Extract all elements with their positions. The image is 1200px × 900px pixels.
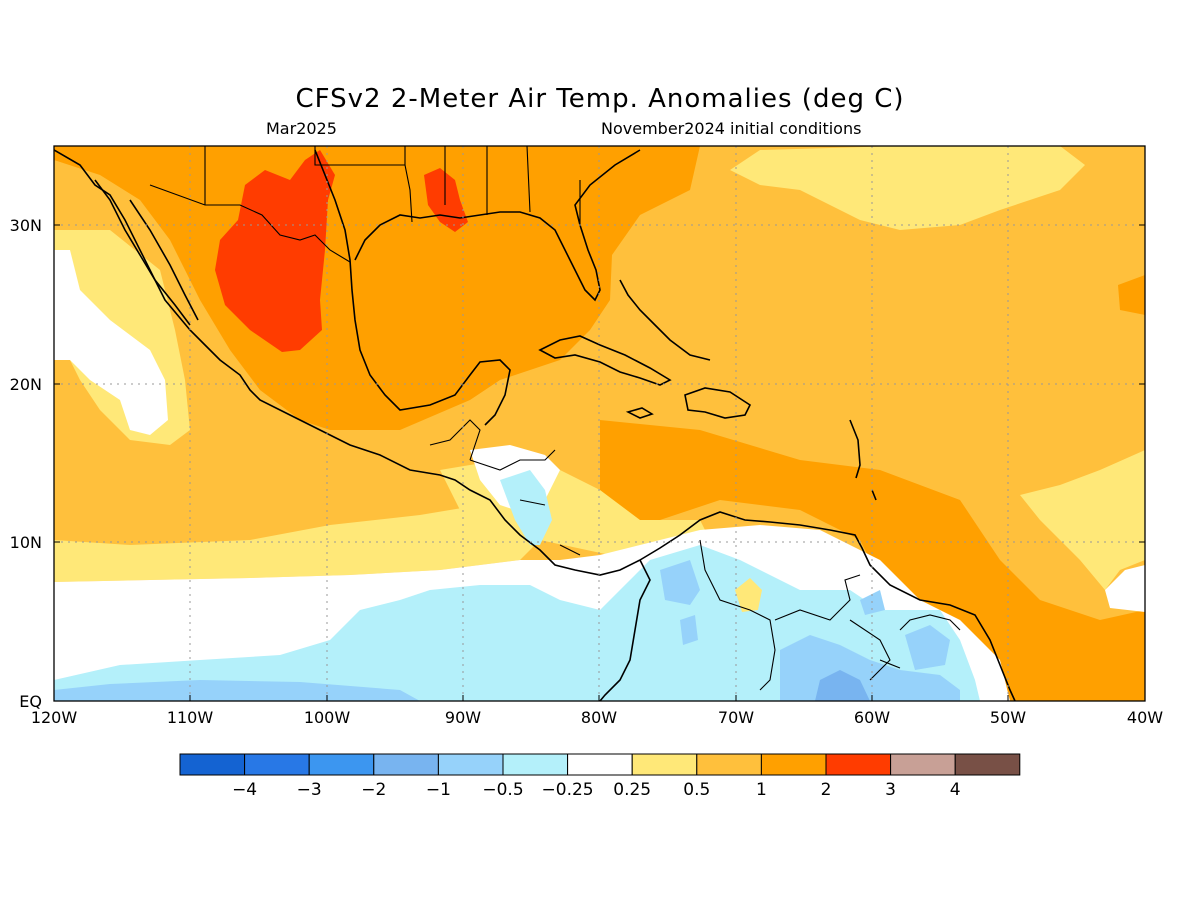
anomaly-region-cooler	[905, 625, 950, 670]
colorbar-label: −0.25	[542, 780, 594, 800]
colorbar-label: −1	[426, 780, 451, 800]
coastline-jamaica	[625, 407, 654, 419]
latitude-labels: 30N 20N 10N EQ	[10, 216, 42, 711]
anomaly-region-mild	[735, 578, 762, 612]
colorbar-swatch	[437, 753, 504, 776]
longitude-labels: 120W 110W 100W 90W 80W 70W 60W 50W 40W	[31, 708, 1163, 727]
anomaly-field	[54, 146, 1145, 701]
lon-label: 90W	[445, 708, 481, 727]
coastline-baja	[94, 179, 199, 326]
anomaly-region-mild	[1020, 450, 1145, 590]
colorbar-label: −2	[361, 780, 386, 800]
coastline-north-america	[54, 149, 641, 576]
anomaly-region-mild	[730, 146, 1085, 230]
lon-label: 60W	[854, 708, 890, 727]
lat-label: EQ	[19, 692, 42, 711]
coastlines	[54, 149, 1016, 701]
lat-label: 30N	[10, 216, 42, 235]
colorbar-label: 4	[950, 780, 961, 800]
lon-label: 80W	[581, 708, 617, 727]
colorbar-label: −4	[232, 780, 257, 800]
anomaly-region-warm	[1118, 275, 1145, 315]
colorbar-swatch	[954, 753, 1021, 776]
border-us-mexico	[149, 184, 351, 263]
colorbar-swatch	[373, 753, 439, 776]
graticule	[54, 146, 1145, 701]
anomaly-region-cool	[500, 470, 552, 545]
colorbar-swatch	[631, 753, 698, 776]
anomaly-region-hot	[424, 168, 468, 232]
anomaly-region-neutral	[54, 250, 168, 435]
colorbar-swatch	[502, 753, 569, 776]
anomaly-region-cooler	[54, 680, 420, 701]
colorbar-label: −3	[297, 780, 322, 800]
coastline-gulf	[314, 149, 641, 426]
border-central-america	[429, 419, 581, 556]
colorbar-swatch	[825, 753, 892, 776]
colorbar-swatch	[244, 753, 310, 776]
anomaly-region-mild	[54, 505, 540, 582]
colorbar-label: 0.25	[613, 780, 651, 800]
lon-label: 120W	[31, 708, 78, 727]
colorbar-label: 1	[756, 780, 767, 800]
coastline-south-america	[599, 511, 1016, 701]
political-borders	[149, 146, 961, 691]
border-us-states	[204, 146, 581, 225]
coastline-cuba	[538, 335, 672, 386]
axis-ticks	[54, 224, 1145, 701]
colorbar-label: −0.5	[482, 780, 523, 800]
border-south-america	[699, 539, 961, 691]
colorbar-swatch	[696, 753, 762, 776]
initial-conditions-label: November2024 initial conditions	[601, 119, 862, 138]
anomaly-region-neutral	[1105, 565, 1145, 612]
colorbar-label: 3	[885, 780, 896, 800]
anomaly-region-hot	[215, 150, 335, 352]
coastline-bahamas	[619, 279, 711, 361]
colorbar-swatch	[890, 753, 956, 776]
coastline-hispaniola	[684, 387, 752, 419]
anomaly-region-cooler	[680, 615, 698, 645]
coastline-lesser-antilles	[849, 419, 877, 501]
colorbar-swatch	[179, 753, 246, 776]
map-title: CFSv2 2-Meter Air Temp. Anomalies (deg C…	[295, 84, 905, 114]
lon-label: 50W	[990, 708, 1026, 727]
valid-month-label: Mar2025	[266, 119, 337, 138]
colorbar-label: 2	[821, 780, 832, 800]
colorbar-swatch	[308, 753, 375, 776]
lon-label: 110W	[167, 708, 214, 727]
lon-label: 70W	[718, 708, 754, 727]
lat-label: 20N	[10, 375, 42, 394]
lon-label: 100W	[304, 708, 351, 727]
anomaly-region-coolest	[815, 670, 870, 701]
colorbar-swatch	[567, 753, 633, 776]
anomaly-region-cooler	[660, 560, 700, 605]
colorbar-label: 0.5	[683, 780, 710, 800]
colorbar: −4 −3 −2 −1 −0.5 −0.25 0.25 0.5 1 2 3 4	[179, 753, 1021, 800]
lat-label: 10N	[10, 533, 42, 552]
colorbar-swatch	[760, 753, 827, 776]
lon-label: 40W	[1127, 708, 1163, 727]
